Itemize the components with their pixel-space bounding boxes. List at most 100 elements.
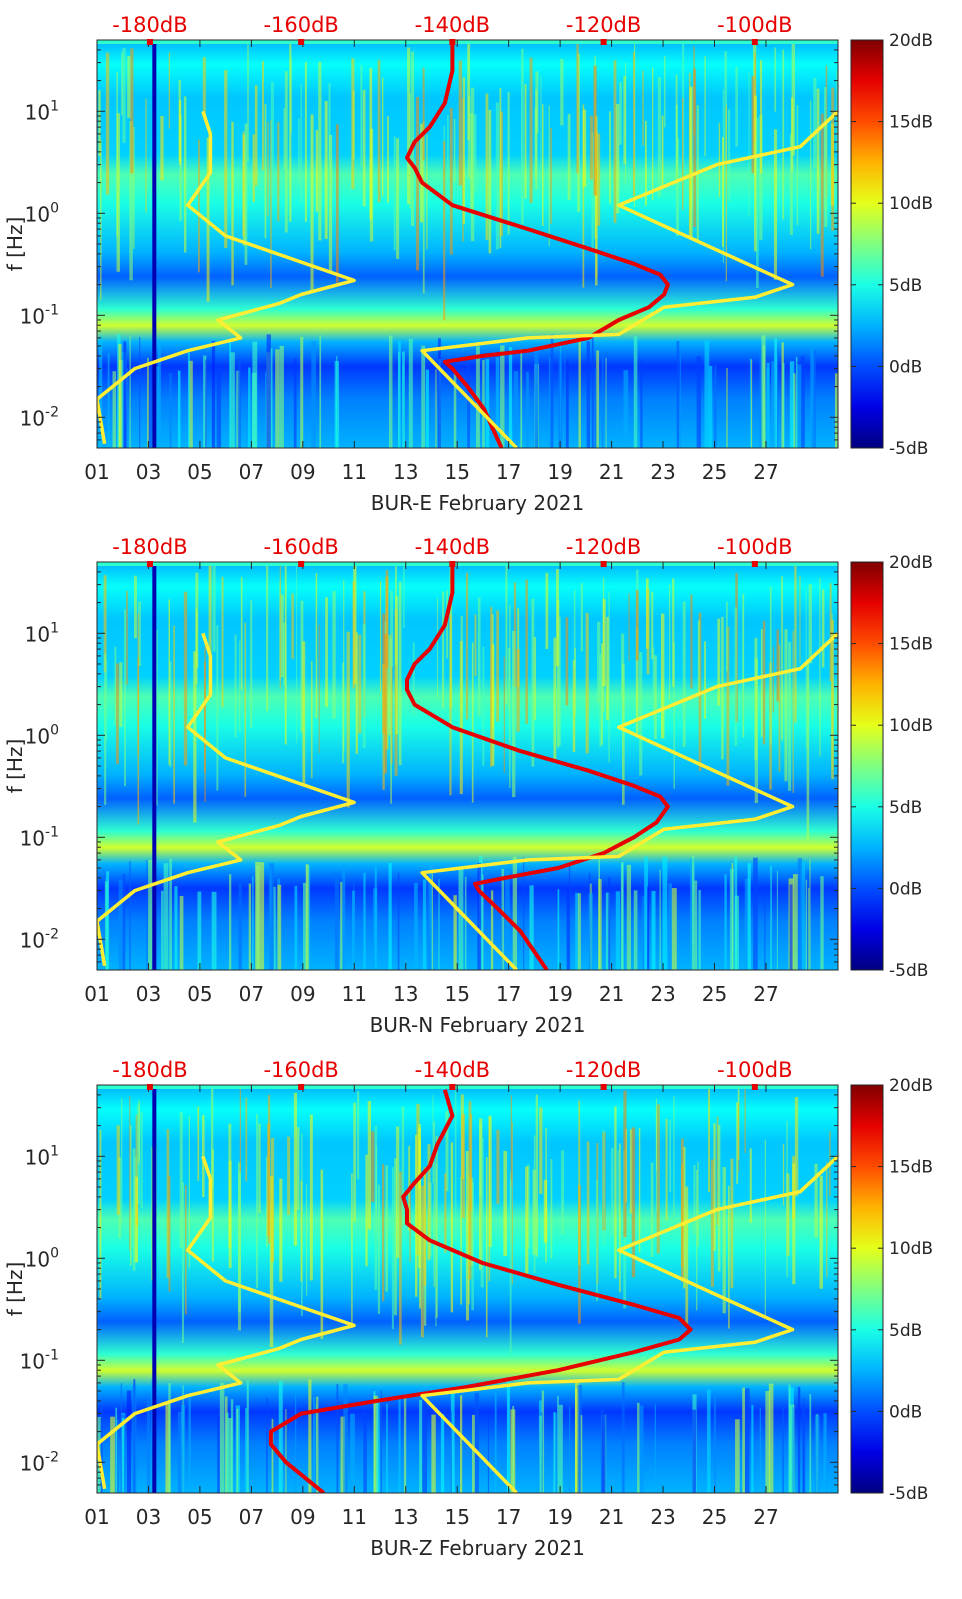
x-tick-label: 05 (187, 1505, 212, 1529)
x-tick-label: 27 (753, 460, 778, 484)
y-tick-label: 101 (25, 1143, 59, 1169)
colorbar: -5dB 0dB 5dB 10dB 15dB 20dB (850, 1076, 933, 1504)
x-tick-label: 27 (753, 982, 778, 1006)
top-db-tick-mark (449, 1084, 456, 1090)
x-tick-label: 09 (290, 1505, 315, 1529)
y-tick-label: 101 (25, 98, 59, 124)
colorbar-tick-label: -5dB (889, 439, 928, 459)
x-tick-label: 15 (444, 460, 469, 484)
y-tick-label: 10-2 (20, 404, 59, 430)
spectrogram-panel-1: 01 03 05 07 09 11 13 15 17 19 21 23 25 27 BUR-E Februa… (3, 13, 933, 515)
colorbar: -5dB 0dB 5dB 10dB 15dB 20dB (850, 31, 933, 459)
x-tick-label: 25 (702, 460, 727, 484)
colorbar-tick-label: 15dB (889, 113, 933, 133)
top-db-tick-label: -160dB (263, 1058, 338, 1082)
x-tick-label: 21 (599, 460, 624, 484)
colorbar-tick-label: 10dB (889, 1239, 933, 1259)
x-tick-label: 13 (393, 460, 418, 484)
top-db-tick-mark (298, 1084, 305, 1090)
y-tick-label: 10-2 (20, 926, 59, 952)
x-tick-label: 23 (650, 460, 675, 484)
top-db-tick-label: -160dB (263, 535, 338, 559)
top-db-tick-label: -140dB (415, 1058, 490, 1082)
x-tick-label: 17 (496, 460, 521, 484)
top-db-tick-label: -180dB (112, 535, 187, 559)
x-tick-label: 01 (84, 460, 109, 484)
top-db-tick-mark (449, 39, 456, 45)
top-db-tick-mark (146, 561, 153, 567)
colorbar-tick-label: 5dB (889, 798, 922, 818)
x-axis-label: BUR-N February 2021 (370, 1013, 586, 1037)
colorbar-tick-label: 0dB (889, 1402, 922, 1422)
colorbar: -5dB 0dB 5dB 10dB 15dB 20dB (850, 553, 933, 981)
y-tick-label: 100 (25, 722, 59, 748)
x-axis-label: BUR-E February 2021 (371, 491, 585, 515)
x-tick-label: 01 (84, 1505, 109, 1529)
top-db-tick-mark (600, 561, 607, 567)
top-db-tick-label: -180dB (112, 1058, 187, 1082)
x-tick-label: 27 (753, 1505, 778, 1529)
y-tick-label: 10-1 (20, 824, 59, 850)
spectrogram-texture (97, 562, 838, 970)
x-tick-label: 01 (84, 982, 109, 1006)
colorbar-tick-label: -5dB (889, 1484, 928, 1504)
colorbar-tick-label: 0dB (889, 357, 922, 377)
yellow-line-2 (97, 632, 356, 967)
top-db-tick-mark (751, 39, 758, 45)
x-tick-label: 09 (290, 460, 315, 484)
top-db-tick-mark (146, 1084, 153, 1090)
yellow-line-3 (420, 1155, 838, 1493)
y-tick-label: 101 (25, 620, 59, 646)
colorbar-tick-label: 15dB (889, 635, 933, 655)
top-db-tick-label: -120dB (566, 535, 641, 559)
yellow-line-2 (97, 1155, 356, 1490)
top-db-tick-label: -180dB (112, 13, 187, 37)
y-tick-label: 10-1 (20, 302, 59, 328)
top-db-tick-mark (146, 39, 153, 45)
x-tick-label: 15 (444, 982, 469, 1006)
x-tick-label: 11 (342, 1505, 367, 1529)
colorbar-tick-label: 20dB (889, 553, 933, 573)
spectrogram-panel-3: 01 03 05 07 09 11 13 15 17 19 21 23 25 27 BUR-Z Februa… (3, 1058, 933, 1560)
x-tick-label: 15 (444, 1505, 469, 1529)
red-line-1 (268, 1089, 693, 1493)
red-line-1 (405, 44, 670, 448)
x-tick-label: 19 (547, 982, 572, 1006)
top-db-tick-label: -120dB (566, 1058, 641, 1082)
x-tick-label: 07 (239, 1505, 264, 1529)
top-db-tick-mark (298, 39, 305, 45)
yellow-line-2 (97, 110, 356, 445)
top-db-tick-label: -100dB (717, 1058, 792, 1082)
y-tick-label: 100 (25, 1245, 59, 1271)
y-tick-label: 10-2 (20, 1449, 59, 1475)
colorbar-tick-label: 20dB (889, 31, 933, 51)
x-tick-label: 03 (136, 982, 161, 1006)
colorbar-gradient (850, 561, 884, 971)
top-db-tick-label: -100dB (717, 13, 792, 37)
red-line-1 (405, 566, 670, 970)
x-tick-label: 19 (547, 1505, 572, 1529)
x-tick-label: 19 (547, 460, 572, 484)
y-tick-label: 10-1 (20, 1347, 59, 1373)
x-tick-label: 03 (136, 460, 161, 484)
top-db-tick-label: -120dB (566, 13, 641, 37)
x-tick-label: 07 (239, 460, 264, 484)
y-axis-label: f [Hz] (3, 739, 27, 794)
top-db-tick-label: -140dB (415, 535, 490, 559)
colorbar-gradient (850, 39, 884, 449)
colorbar-tick-label: 0dB (889, 879, 922, 899)
x-tick-label: 11 (342, 982, 367, 1006)
x-tick-label: 11 (342, 460, 367, 484)
x-tick-label: 21 (599, 982, 624, 1006)
colorbar-tick-label: 5dB (889, 1321, 922, 1341)
top-db-tick-mark (298, 561, 305, 567)
x-tick-label: 17 (496, 982, 521, 1006)
colorbar-tick-label: 10dB (889, 716, 933, 736)
top-db-tick-label: -140dB (415, 13, 490, 37)
colorbar-tick-label: 20dB (889, 1076, 933, 1096)
spectrogram-texture (97, 40, 838, 448)
top-db-tick-mark (751, 1084, 758, 1090)
x-tick-label: 09 (290, 982, 315, 1006)
x-axis-label: BUR-Z February 2021 (370, 1536, 585, 1560)
